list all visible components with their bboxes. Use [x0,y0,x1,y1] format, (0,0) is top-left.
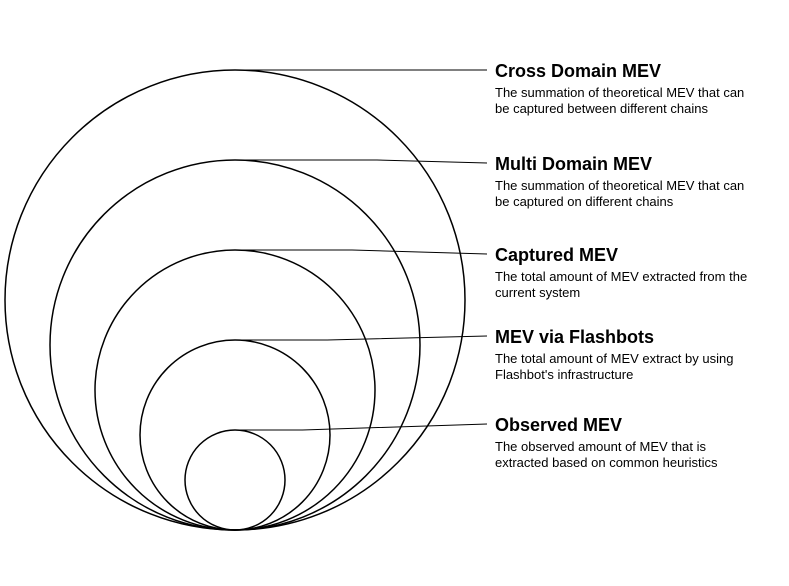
leader-line-4 [235,424,487,430]
label-block-4: Observed MEVThe observed amount of MEV t… [495,414,755,471]
leader-line-2 [235,250,487,254]
circle-2 [95,250,375,530]
circle-3 [140,340,330,530]
circle-4 [185,430,285,530]
label-desc: The total amount of MEV extracted from t… [495,269,755,302]
label-block-1: Multi Domain MEVThe summation of theoret… [495,153,755,210]
leader-line-3 [235,336,487,340]
label-desc: The summation of theoretical MEV that ca… [495,178,755,211]
label-desc: The summation of theoretical MEV that ca… [495,85,755,118]
leader-line-1 [235,160,487,163]
label-desc: The observed amount of MEV that is extra… [495,439,755,472]
label-title: Cross Domain MEV [495,60,755,83]
label-block-0: Cross Domain MEVThe summation of theoret… [495,60,755,117]
circle-0 [5,70,465,530]
label-block-2: Captured MEVThe total amount of MEV extr… [495,244,755,301]
label-title: Observed MEV [495,414,755,437]
label-title: Captured MEV [495,244,755,267]
label-block-3: MEV via FlashbotsThe total amount of MEV… [495,326,755,383]
label-desc: The total amount of MEV extract by using… [495,351,755,384]
label-title: MEV via Flashbots [495,326,755,349]
circle-1 [50,160,420,530]
label-title: Multi Domain MEV [495,153,755,176]
